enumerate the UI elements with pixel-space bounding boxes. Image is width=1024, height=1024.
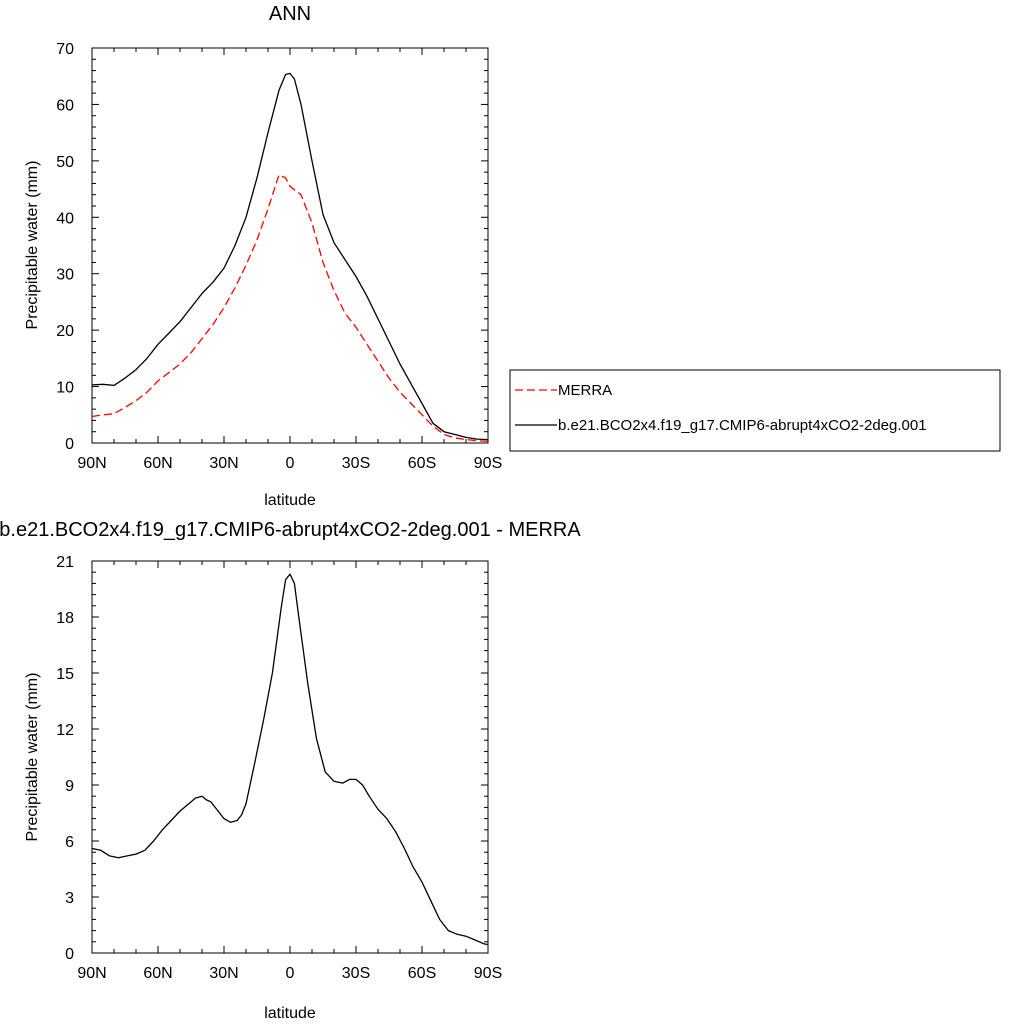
x-tick-label-ann: 0 bbox=[286, 455, 295, 472]
x-tick-label-diff: 60S bbox=[408, 965, 436, 982]
x-tick-label-ann: 30S bbox=[342, 455, 370, 472]
y-tick-label-ann: 0 bbox=[65, 436, 74, 453]
y-tick-label-ann: 10 bbox=[56, 380, 74, 397]
x-tick-label-ann: 60S bbox=[408, 455, 436, 472]
series-line-ann-1 bbox=[91, 72, 489, 441]
y-axis-label-ann: Precipitable water (mm) bbox=[24, 161, 41, 330]
y-tick-label-ann: 50 bbox=[56, 154, 74, 171]
y-tick-label-diff: 18 bbox=[56, 610, 74, 627]
x-axis-label-diff: latitude bbox=[264, 1005, 316, 1022]
x-tick-label-ann: 30N bbox=[209, 455, 238, 472]
x-tick-label-diff: 0 bbox=[286, 965, 295, 982]
y-tick-label-diff: 15 bbox=[56, 666, 74, 683]
y-tick-label-ann: 20 bbox=[56, 323, 74, 340]
y-tick-label-diff: 9 bbox=[65, 778, 74, 795]
series-layer-diff bbox=[91, 573, 489, 946]
y-tick-label-ann: 70 bbox=[56, 41, 74, 58]
axis-ticks-diff: 90N 60N 30N 0 30S 60S 90S 0 3 6 9 12 15 18 21 bbox=[56, 554, 502, 982]
x-tick-label-ann: 60N bbox=[143, 455, 172, 472]
y-tick-label-ann: 40 bbox=[56, 210, 74, 227]
legend-box bbox=[509, 369, 1001, 452]
chart-ann: ANN 90N 60N 30N 0 30S 60S 90S 0 10 20 30 40 50 60 70 l… bbox=[24, 3, 502, 509]
y-tick-label-ann: 30 bbox=[56, 267, 74, 284]
x-tick-label-diff: 60N bbox=[143, 965, 172, 982]
chart-diff: b.e21.BCO2x4.f19_g17.CMIP6-abrupt4xCO2-2… bbox=[0, 519, 581, 1022]
legend-label-merra: MERRA bbox=[558, 382, 612, 399]
series-line-diff-0 bbox=[91, 573, 489, 946]
chart-title-diff: b.e21.BCO2x4.f19_g17.CMIP6-abrupt4xCO2-2… bbox=[0, 519, 581, 541]
x-tick-label-diff: 90N bbox=[77, 965, 106, 982]
series-line-ann-0 bbox=[91, 174, 489, 442]
y-axis-label-diff: Precipitable water (mm) bbox=[24, 673, 41, 842]
x-tick-label-diff: 30S bbox=[342, 965, 370, 982]
y-tick-label-diff: 6 bbox=[65, 834, 74, 851]
y-tick-label-diff: 12 bbox=[56, 722, 74, 739]
x-tick-label-diff: 90S bbox=[474, 965, 502, 982]
y-tick-label-diff: 21 bbox=[56, 554, 74, 571]
legend-label-model: b.e21.BCO2x4.f19_g17.CMIP6-abrupt4xCO2-2… bbox=[558, 417, 927, 434]
plot-frame-diff bbox=[91, 560, 489, 954]
plot-frame-ann bbox=[91, 47, 489, 444]
y-tick-label-ann: 60 bbox=[56, 97, 74, 114]
chart-title-ann: ANN bbox=[269, 3, 311, 25]
x-axis-label-ann: latitude bbox=[264, 492, 316, 509]
axis-ticks-ann: 90N 60N 30N 0 30S 60S 90S 0 10 20 30 40 50 60 70 bbox=[56, 41, 502, 472]
y-tick-label-diff: 3 bbox=[65, 890, 74, 907]
y-tick-label-diff: 0 bbox=[65, 946, 74, 963]
series-layer-ann bbox=[91, 72, 489, 442]
x-tick-label-ann: 90S bbox=[474, 455, 502, 472]
x-tick-label-ann: 90N bbox=[77, 455, 106, 472]
legend: MERRA b.e21.BCO2x4.f19_g17.CMIP6-abrupt4… bbox=[509, 369, 1001, 452]
x-tick-label-diff: 30N bbox=[209, 965, 238, 982]
